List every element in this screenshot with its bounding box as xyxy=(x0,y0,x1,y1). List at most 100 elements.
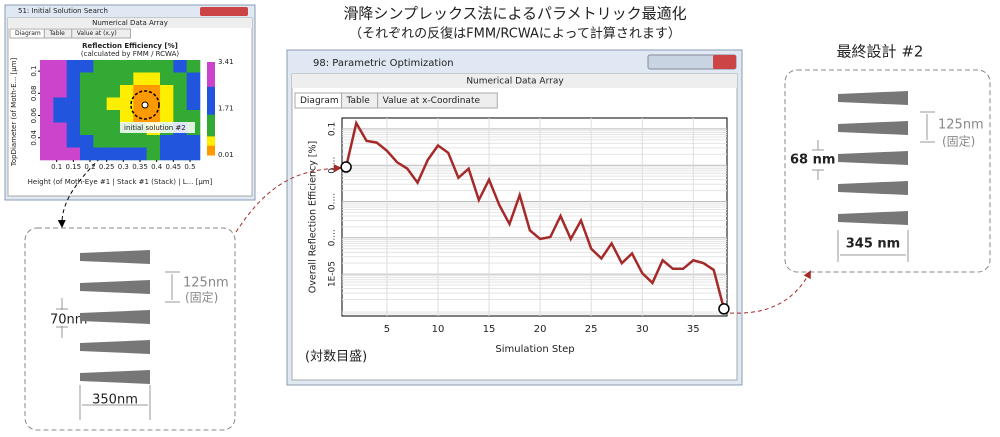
colorbar-segment xyxy=(207,130,215,134)
heat-cell xyxy=(106,97,121,111)
heat-cell xyxy=(186,85,201,98)
point-marker xyxy=(340,161,352,173)
arrow xyxy=(57,104,146,228)
colorbar-segment xyxy=(207,148,215,153)
heat-cell xyxy=(186,147,201,161)
x-tick-label: 0.15 xyxy=(66,163,82,171)
colorbar-label: 3.41 xyxy=(218,58,234,66)
tab-label[interactable]: Value at x-Coordinate xyxy=(383,96,481,106)
heat-cell xyxy=(93,72,107,86)
heat-cell xyxy=(173,97,187,111)
x-tick-label: 0.45 xyxy=(166,163,182,171)
heat-cell xyxy=(53,110,67,123)
colorbar-segment xyxy=(207,83,215,88)
highlight xyxy=(130,90,160,120)
tab[interactable] xyxy=(377,92,498,109)
heat-cell xyxy=(66,97,81,111)
heat-cell xyxy=(53,85,67,98)
tooth xyxy=(80,310,150,324)
heat-cell xyxy=(186,97,201,111)
panel-bar xyxy=(8,18,252,28)
heat-cell xyxy=(173,85,187,98)
colorbar-segment xyxy=(207,142,215,147)
arrow xyxy=(235,164,342,233)
x-label: Height (of Moth-Eye #1 | Stack #1 (Stack… xyxy=(28,178,213,186)
colorbar-segment xyxy=(207,77,215,82)
heat-cell xyxy=(120,60,134,73)
colorbar-segment xyxy=(207,145,215,150)
colorbar-label: 1.71 xyxy=(218,105,234,113)
x-tick-label: 15 xyxy=(483,324,496,335)
heat-cell xyxy=(106,122,121,136)
colorbar-segment xyxy=(207,114,215,119)
annotation: initial solution #2 xyxy=(124,124,186,132)
line xyxy=(344,119,726,310)
window-buttons[interactable] xyxy=(200,7,248,16)
close-button[interactable] xyxy=(713,55,736,69)
tab-label[interactable]: Value at (x,y) xyxy=(77,30,117,37)
heat-cell xyxy=(66,85,81,98)
x-tick-label: 0.2 xyxy=(84,163,95,171)
colorbar-label: 0.01 xyxy=(218,151,234,159)
dimension xyxy=(165,271,180,303)
point-marker xyxy=(718,303,730,315)
tab-label[interactable]: Diagram xyxy=(300,96,339,106)
heat-cell xyxy=(66,122,81,136)
fixed-label: (固定) xyxy=(942,134,975,149)
heat-cell xyxy=(106,85,121,98)
scale-note: (対数目盛) xyxy=(305,350,367,365)
x-tick-label: 20 xyxy=(534,324,547,335)
heat-cell xyxy=(160,97,174,111)
heat-cell xyxy=(173,60,187,73)
tab-label[interactable]: Diagram xyxy=(15,30,41,37)
arrow xyxy=(729,270,811,314)
panel: Numerical Data Array xyxy=(92,19,168,27)
colorbar-segment xyxy=(207,99,215,103)
period-label: 70nm xyxy=(50,313,87,328)
x-tick-label: 0.25 xyxy=(99,163,115,171)
heat-cell xyxy=(146,85,161,98)
colorbar-segment xyxy=(207,74,215,78)
x-tick-label: 0.1 xyxy=(51,163,62,171)
heat-cell xyxy=(186,135,201,148)
dimension xyxy=(56,298,68,338)
subtitle: （それぞれの反復はFMM/RCWAによって計算されます） xyxy=(349,26,681,42)
tab-label[interactable]: Table xyxy=(48,30,65,37)
y-label: TopDiameter (of Moth-E... [µm] xyxy=(10,57,18,167)
x-tick-label: 0.5 xyxy=(184,163,195,171)
heat-cell xyxy=(53,147,67,161)
tooth xyxy=(80,280,150,294)
tab[interactable] xyxy=(71,28,131,39)
heat-cell xyxy=(186,72,201,86)
colorbar-segment xyxy=(207,86,215,91)
tooth xyxy=(838,211,908,225)
heat-cell xyxy=(186,110,201,123)
panel: Numerical Data Array xyxy=(466,77,564,87)
heat-cell xyxy=(93,122,107,136)
heat-cell xyxy=(53,135,67,148)
window-title: 51: Initial Solution Search xyxy=(18,7,108,15)
heat-cell xyxy=(173,72,187,86)
x-tick-label: 5 xyxy=(384,324,390,335)
heat-cell xyxy=(133,110,147,123)
heat-cell xyxy=(146,147,161,161)
heat-cell xyxy=(146,97,161,111)
tab-label[interactable]: Table xyxy=(346,96,371,106)
heat-cell xyxy=(160,85,174,98)
heat-cell xyxy=(80,85,94,98)
y-tick-label: 0.... xyxy=(328,229,338,246)
heat-cell xyxy=(160,110,174,123)
heat-cell xyxy=(93,97,107,111)
plot-area xyxy=(341,117,728,317)
heat-cell xyxy=(133,60,147,73)
colorbar-segment xyxy=(207,139,215,144)
heat-cell xyxy=(106,60,121,73)
heat-cell xyxy=(160,60,174,73)
colorbar-segment xyxy=(207,124,215,128)
heat-cell xyxy=(40,110,54,123)
heat-cell xyxy=(120,135,134,148)
heat-cell xyxy=(146,72,161,86)
heat-cell xyxy=(93,147,107,161)
design-box xyxy=(24,227,236,431)
